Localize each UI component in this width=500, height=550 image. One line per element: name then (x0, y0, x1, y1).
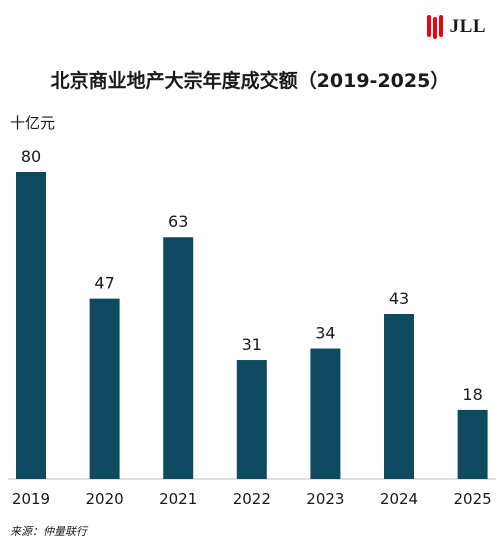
data-label-2023: 34 (315, 324, 335, 343)
x-tick-label-2019: 2019 (12, 490, 50, 508)
x-tick-label-2023: 2023 (306, 490, 344, 508)
data-label-2019: 80 (21, 147, 41, 166)
jll-logo-icon (426, 15, 443, 39)
chart-title: 北京商业地产大宗年度成交额（2019-2025） (50, 70, 450, 92)
bar-2020 (89, 298, 120, 479)
data-label-2020: 47 (94, 274, 114, 293)
x-tick-label-2020: 2020 (86, 490, 124, 508)
jll-logo: JLL (424, 14, 486, 40)
bar-2019 (16, 172, 46, 479)
bar-2023 (310, 348, 341, 479)
bar-2024 (384, 313, 414, 479)
bar-2021 (163, 237, 194, 479)
data-label-2021: 63 (168, 212, 188, 231)
bar-2025 (457, 409, 488, 479)
x-tick-label-2024: 2024 (380, 490, 418, 508)
data-label-2022: 31 (242, 335, 262, 354)
source-note: 来源：仲量联行 (10, 525, 87, 538)
data-label-2024: 43 (389, 289, 409, 308)
y-axis-unit-label: 十亿元 (10, 114, 56, 132)
x-tick-label-2022: 2022 (233, 490, 271, 508)
bar-2022 (236, 360, 267, 479)
brand-name: JLL (449, 16, 486, 37)
data-label-2025: 18 (462, 385, 482, 404)
x-tick-label-2025: 2025 (454, 490, 492, 508)
x-tick-label-2021: 2021 (159, 490, 197, 508)
